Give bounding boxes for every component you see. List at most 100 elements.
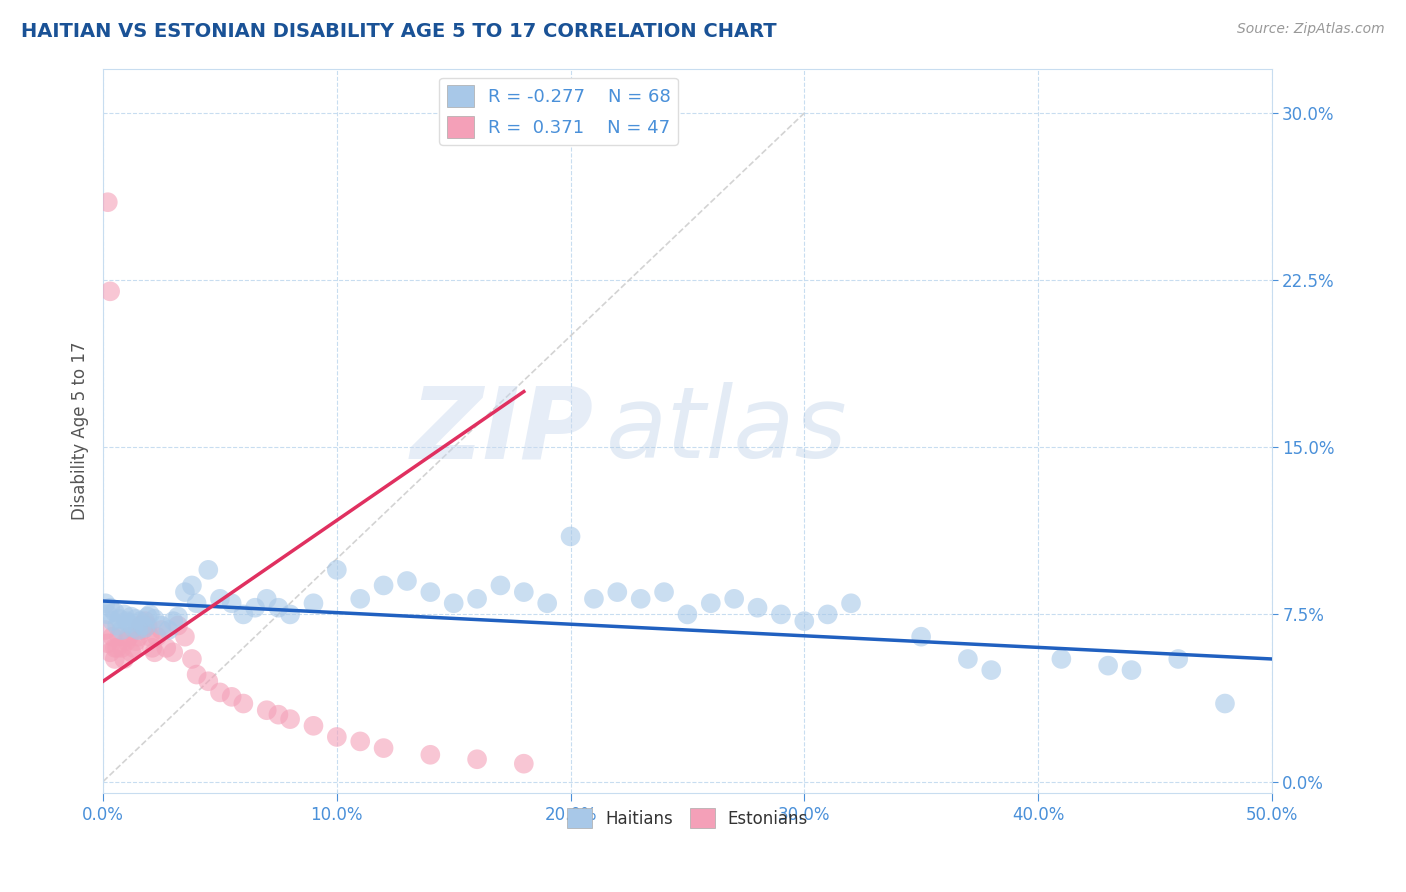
Point	[513, 756, 536, 771]
Text: atlas: atlas	[606, 382, 848, 479]
Point	[221, 690, 243, 704]
Point	[349, 591, 371, 606]
Point	[139, 630, 162, 644]
Y-axis label: Disability Age 5 to 17: Disability Age 5 to 17	[72, 342, 89, 520]
Point	[122, 640, 145, 655]
Point	[115, 634, 138, 648]
Point	[108, 630, 131, 644]
Point	[278, 712, 301, 726]
Point	[232, 697, 254, 711]
Point	[817, 607, 839, 622]
Point	[1167, 652, 1189, 666]
Point	[125, 634, 148, 648]
Point	[97, 195, 120, 210]
Point	[136, 618, 159, 632]
Point	[419, 747, 441, 762]
Point	[120, 609, 142, 624]
Point	[122, 621, 145, 635]
Point	[134, 614, 156, 628]
Point	[167, 618, 190, 632]
Point	[108, 612, 131, 626]
Point	[956, 652, 979, 666]
Point	[1050, 652, 1073, 666]
Point	[723, 591, 745, 606]
Point	[101, 614, 124, 628]
Point	[97, 607, 120, 622]
Point	[104, 605, 127, 619]
Point	[146, 630, 169, 644]
Point	[132, 618, 155, 632]
Point	[1121, 663, 1143, 677]
Point	[606, 585, 628, 599]
Point	[127, 623, 149, 637]
Point	[465, 591, 488, 606]
Point	[1097, 658, 1119, 673]
Point	[197, 674, 219, 689]
Point	[489, 578, 512, 592]
Point	[105, 640, 128, 655]
Point	[143, 645, 166, 659]
Point	[302, 596, 325, 610]
Text: Source: ZipAtlas.com: Source: ZipAtlas.com	[1237, 22, 1385, 37]
Point	[139, 607, 162, 622]
Point	[105, 618, 128, 632]
Point	[560, 529, 582, 543]
Point	[141, 640, 163, 655]
Point	[174, 585, 197, 599]
Point	[181, 578, 204, 592]
Point	[232, 607, 254, 622]
Point	[465, 752, 488, 766]
Point	[700, 596, 723, 610]
Point	[118, 616, 141, 631]
Point	[125, 612, 148, 626]
Legend: Haitians, Estonians: Haitians, Estonians	[560, 801, 814, 835]
Point	[118, 630, 141, 644]
Point	[267, 600, 290, 615]
Point	[112, 607, 135, 622]
Point	[208, 591, 231, 606]
Point	[155, 640, 177, 655]
Point	[630, 591, 652, 606]
Text: HAITIAN VS ESTONIAN DISABILITY AGE 5 TO 17 CORRELATION CHART: HAITIAN VS ESTONIAN DISABILITY AGE 5 TO …	[21, 22, 776, 41]
Point	[129, 618, 152, 632]
Point	[94, 596, 117, 610]
Point	[243, 600, 266, 615]
Point	[134, 621, 156, 635]
Point	[676, 607, 699, 622]
Point	[98, 600, 121, 615]
Point	[747, 600, 769, 615]
Point	[349, 734, 371, 748]
Point	[256, 591, 278, 606]
Point	[132, 623, 155, 637]
Point	[326, 730, 349, 744]
Point	[157, 623, 180, 637]
Point	[112, 652, 135, 666]
Point	[373, 741, 395, 756]
Point	[97, 636, 120, 650]
Point	[162, 645, 184, 659]
Point	[443, 596, 465, 610]
Point	[120, 645, 142, 659]
Point	[181, 652, 204, 666]
Point	[167, 609, 190, 624]
Point	[186, 667, 208, 681]
Point	[115, 614, 138, 628]
Point	[111, 623, 134, 637]
Point	[98, 285, 121, 299]
Point	[104, 640, 127, 655]
Point	[111, 640, 134, 655]
Point	[143, 612, 166, 626]
Point	[162, 614, 184, 628]
Point	[652, 585, 675, 599]
Point	[186, 596, 208, 610]
Point	[395, 574, 418, 588]
Point	[910, 630, 932, 644]
Point	[256, 703, 278, 717]
Point	[221, 596, 243, 610]
Point	[127, 630, 149, 644]
Point	[278, 607, 301, 622]
Point	[980, 663, 1002, 677]
Point	[98, 645, 121, 659]
Point	[1213, 697, 1236, 711]
Point	[302, 719, 325, 733]
